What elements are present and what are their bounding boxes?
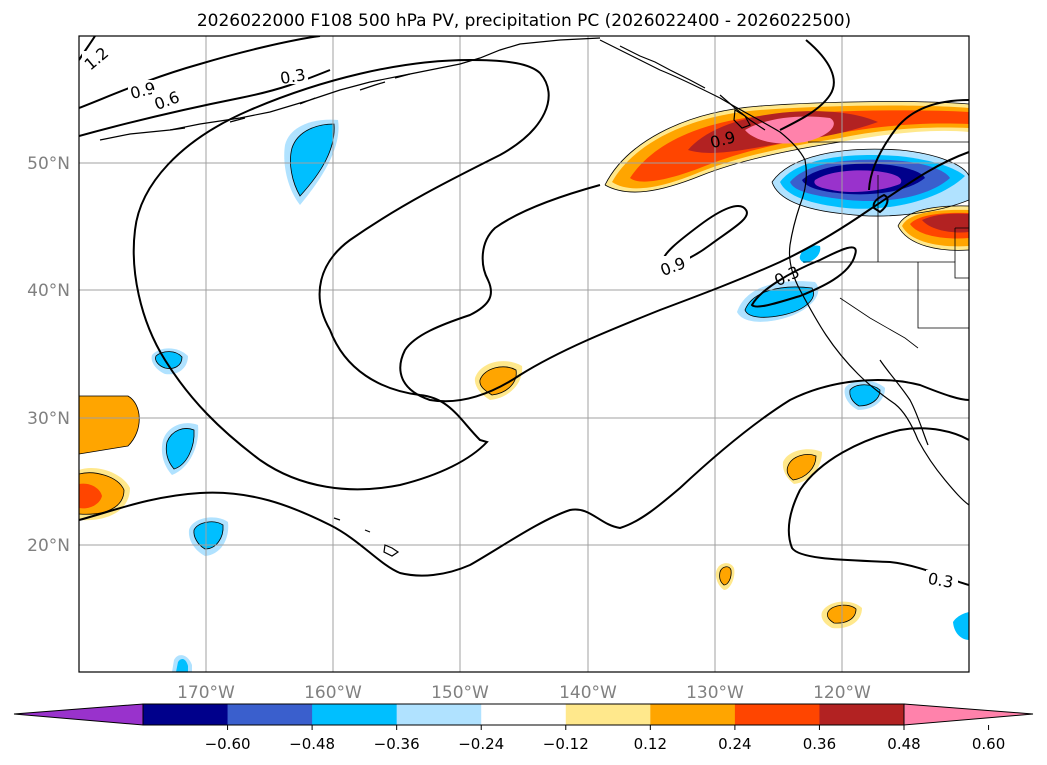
y-tick-label: 30°N — [27, 409, 70, 429]
colorbar-tick-label: 0.12 — [634, 735, 667, 753]
contour-label: 0.3 — [279, 65, 307, 88]
colorbar-extend-max — [903, 703, 1034, 726]
precip-negative-small — [151, 119, 969, 672]
colorbar-tick-label: 0.60 — [972, 735, 1005, 753]
y-tick-label: 50°N — [27, 154, 70, 174]
colorbar-tick-label: 0.36 — [803, 735, 836, 753]
colorbar-cell — [565, 704, 651, 725]
colorbar-cell — [143, 704, 229, 725]
x-tick-label: 120°W — [813, 683, 871, 703]
colorbar-tick-label: −0.12 — [543, 735, 589, 753]
y-tick-label: 40°N — [27, 281, 70, 301]
colorbar-extend-min — [13, 703, 144, 726]
colorbar-tick-label: −0.36 — [374, 735, 420, 753]
colorbar-cell — [819, 704, 905, 725]
colorbar-cell — [396, 704, 482, 725]
colorbar-cells — [143, 704, 905, 725]
colorbar-cell — [227, 704, 313, 725]
colorbar-tick-label: −0.48 — [289, 735, 335, 753]
colorbar-cell — [734, 704, 820, 725]
x-tick-label: 130°W — [686, 683, 744, 703]
x-axis: 170°W 160°W 150°W 140°W 130°W 120°W — [177, 683, 871, 703]
y-axis: 50°N 40°N 30°N 20°N — [27, 154, 70, 556]
map-frame — [78, 35, 970, 673]
colorbar-tick-label: 0.24 — [718, 735, 751, 753]
contour-labels: 1.2 0.9 0.6 0.3 0.9 0.9 0.3 0.3 — [81, 43, 958, 592]
y-tick-label: 20°N — [27, 536, 70, 556]
x-tick-label: 150°W — [431, 683, 489, 703]
x-tick-label: 160°W — [304, 683, 362, 703]
colorbar-tick-label: 0.48 — [887, 735, 920, 753]
colorbar: −0.60 −0.48 −0.36 −0.24 −0.12 0.12 0.24 0.36 0.4… — [13, 703, 1034, 753]
borders — [803, 141, 969, 349]
colorbar-cell — [481, 704, 567, 725]
colorbar-cell — [650, 704, 736, 725]
x-tick-label: 140°W — [559, 683, 617, 703]
colorbar-tick-label: −0.60 — [205, 735, 251, 753]
coastlines — [99, 37, 969, 557]
colorbar-ticks: −0.60 −0.48 −0.36 −0.24 −0.12 0.12 0.24 0.36 0.4… — [205, 725, 1005, 753]
map-area: 1.2 0.9 0.6 0.3 0.9 0.9 0.3 0.3 — [79, 36, 969, 672]
colorbar-tick-label: −0.24 — [458, 735, 504, 753]
x-tick-label: 170°W — [177, 683, 235, 703]
chart-title: 2026022000 F108 500 hPa PV, precipitatio… — [197, 11, 851, 31]
precip-positive-small — [79, 361, 862, 629]
contour-label: 0.3 — [926, 569, 954, 592]
gridlines — [79, 36, 969, 672]
colorbar-cell — [312, 704, 398, 725]
